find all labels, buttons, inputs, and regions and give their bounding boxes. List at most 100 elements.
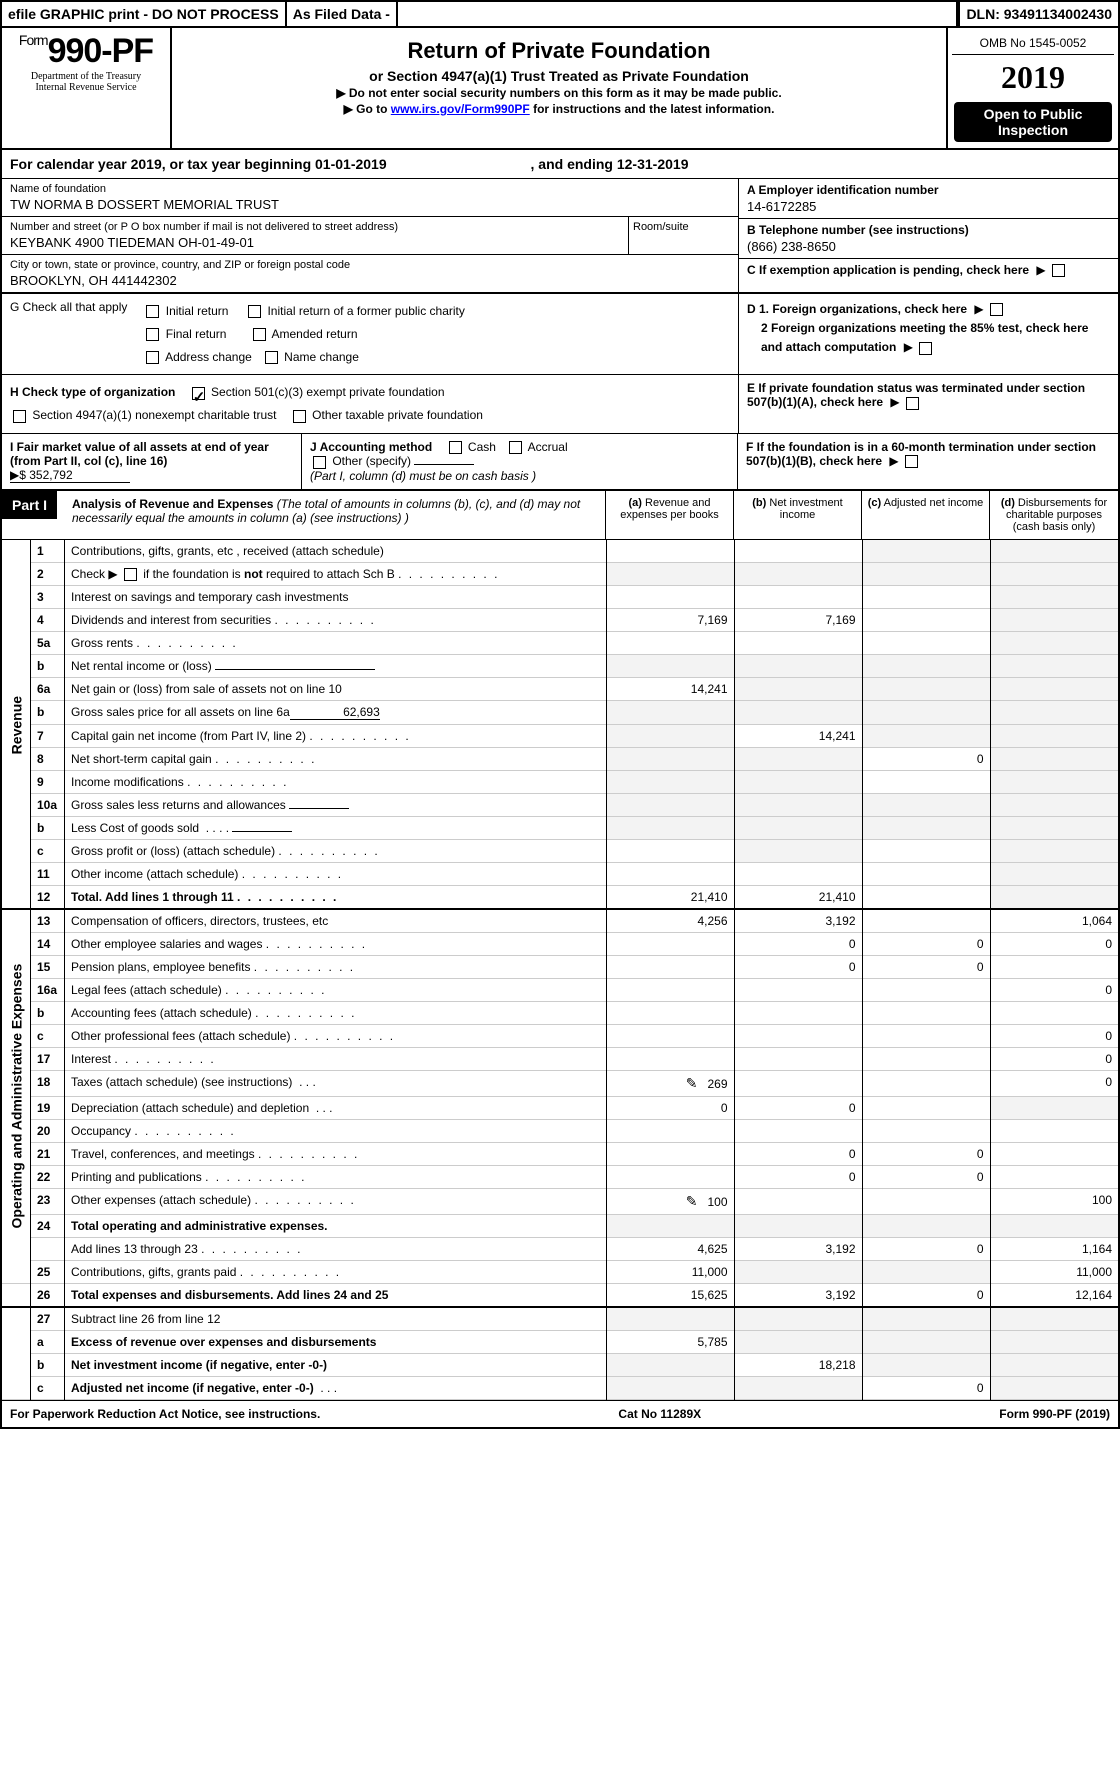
line-3: 3Interest on savings and temporary cash …: [2, 586, 1118, 609]
phone-value: (866) 238-8650: [747, 239, 1110, 254]
part1-header: Part I Analysis of Revenue and Expenses …: [2, 491, 1118, 540]
arrow-icon: ▶: [1036, 263, 1045, 277]
form-container: efile GRAPHIC print - DO NOT PROCESS As …: [0, 0, 1120, 1429]
instr-1: ▶ Do not enter social security numbers o…: [178, 86, 940, 100]
f-checkbox[interactable]: [905, 455, 918, 468]
revenue-vertical: Revenue: [2, 540, 31, 909]
form-subtitle: or Section 4947(a)(1) Trust Treated as P…: [178, 68, 940, 84]
phone-label: B Telephone number (see instructions): [747, 223, 1110, 237]
line-16b: bAccounting fees (attach schedule): [2, 1002, 1118, 1025]
line-24b: Add lines 13 through 23 4,6253,19201,164: [2, 1238, 1118, 1261]
header-center: Return of Private Foundation or Section …: [172, 28, 948, 148]
amended-return-checkbox[interactable]: [253, 328, 266, 341]
line-11: 11Other income (attach schedule): [2, 863, 1118, 886]
asfiled-label: As Filed Data -: [287, 2, 398, 26]
part1-desc: Analysis of Revenue and Expenses (The to…: [62, 491, 606, 539]
form-title: Return of Private Foundation: [178, 38, 940, 64]
identity-left: Name of foundation TW NORMA B DOSSERT ME…: [2, 179, 738, 292]
address-label: Number and street (or P O box number if …: [10, 221, 620, 233]
irs-link[interactable]: www.irs.gov/Form990PF: [391, 102, 530, 116]
foundation-name: TW NORMA B DOSSERT MEMORIAL TRUST: [10, 197, 730, 212]
final-return-checkbox[interactable]: [146, 328, 159, 341]
efile-notice: efile GRAPHIC print - DO NOT PROCESS: [2, 2, 287, 26]
name-change-checkbox[interactable]: [265, 351, 278, 364]
accrual-checkbox[interactable]: [509, 441, 522, 454]
footer-left: For Paperwork Reduction Act Notice, see …: [10, 1407, 320, 1421]
d-section: D 1. Foreign organizations, check here ▶…: [738, 294, 1118, 374]
g-label: G Check all that apply: [2, 294, 135, 374]
h-options: H Check type of organization Section 501…: [2, 375, 738, 433]
line-21: 21Travel, conferences, and meetings 00: [2, 1143, 1118, 1166]
dept-line-2: Internal Revenue Service: [8, 82, 164, 93]
header-right: OMB No 1545-0052 2019 Open to Public Ins…: [948, 28, 1118, 148]
line-27c: cAdjusted net income (if negative, enter…: [2, 1377, 1118, 1400]
ijf-row: I Fair market value of all assets at end…: [2, 434, 1118, 491]
line-20: 20Occupancy: [2, 1120, 1118, 1143]
line-15: 15Pension plans, employee benefits 00: [2, 956, 1118, 979]
form-prefix: Form: [19, 32, 48, 48]
omb-number: OMB No 1545-0052: [952, 32, 1114, 55]
line-5b: bNet rental income or (loss): [2, 655, 1118, 678]
foundation-name-row: Name of foundation TW NORMA B DOSSERT ME…: [2, 179, 738, 217]
top-bar: efile GRAPHIC print - DO NOT PROCESS As …: [2, 2, 1118, 28]
g-options: Initial return Initial return of a forme…: [135, 294, 738, 374]
other-method-checkbox[interactable]: [313, 456, 326, 469]
d2-checkbox[interactable]: [919, 342, 932, 355]
line-27b: bNet investment income (if negative, ent…: [2, 1354, 1118, 1377]
d1-checkbox[interactable]: [990, 303, 1003, 316]
col-d-head: (d) Disbursements for charitable purpose…: [990, 491, 1118, 539]
other-specify-input[interactable]: [414, 464, 474, 465]
line-10a: 10aGross sales less returns and allowanc…: [2, 794, 1118, 817]
fmv-value: ▶$ 352,792: [10, 468, 130, 483]
footer-right: Form 990-PF (2019): [999, 1407, 1110, 1421]
pencil-icon[interactable]: ✎: [686, 1193, 698, 1209]
line-5a: 5aGross rents: [2, 632, 1118, 655]
schb-checkbox[interactable]: [124, 568, 137, 581]
line-10b: bLess Cost of goods sold . . . .: [2, 817, 1118, 840]
address-row: Number and street (or P O box number if …: [2, 217, 738, 255]
exemption-checkbox[interactable]: [1052, 264, 1065, 277]
tax-year: 2019: [952, 55, 1114, 100]
i-cell: I Fair market value of all assets at end…: [2, 434, 302, 489]
line-14: 14Other employee salaries and wages 000: [2, 933, 1118, 956]
line-6b: bGross sales price for all assets on lin…: [2, 701, 1118, 725]
identity-right: A Employer identification number 14-6172…: [738, 179, 1118, 292]
part1-badge: Part I: [2, 491, 57, 519]
line-10c: cGross profit or (loss) (attach schedule…: [2, 840, 1118, 863]
line-27: 27Subtract line 26 from line 12: [2, 1307, 1118, 1331]
page-footer: For Paperwork Reduction Act Notice, see …: [2, 1400, 1118, 1427]
phone-row: B Telephone number (see instructions) (8…: [739, 219, 1118, 259]
room-label: Room/suite: [628, 217, 738, 254]
initial-former-checkbox[interactable]: [248, 305, 261, 318]
line-16a: 16aLegal fees (attach schedule) 0: [2, 979, 1118, 1002]
exemption-row: C If exemption application is pending, c…: [739, 259, 1118, 281]
col-a-head: (a) Revenue and expenses per books: [606, 491, 734, 539]
dln-value: 93491134002430: [1004, 6, 1112, 22]
sec501-checkbox[interactable]: [192, 387, 205, 400]
line-24: 24Total operating and administrative exp…: [2, 1215, 1118, 1238]
line-16c: cOther professional fees (attach schedul…: [2, 1025, 1118, 1048]
line-27a: aExcess of revenue over expenses and dis…: [2, 1331, 1118, 1354]
footer-mid: Cat No 11289X: [618, 1407, 701, 1421]
line-19: 19Depreciation (attach schedule) and dep…: [2, 1097, 1118, 1120]
line-26: 26Total expenses and disbursements. Add …: [2, 1284, 1118, 1308]
e-section: E If private foundation status was termi…: [738, 375, 1118, 433]
spacer: [398, 2, 958, 26]
address-change-checkbox[interactable]: [146, 351, 159, 364]
line-17: 17Interest 0: [2, 1048, 1118, 1071]
initial-return-checkbox[interactable]: [146, 305, 159, 318]
ein-row: A Employer identification number 14-6172…: [739, 179, 1118, 219]
h-label: H Check type of organization: [10, 385, 175, 399]
sec4947-checkbox[interactable]: [13, 410, 26, 423]
check-g-row: G Check all that apply Initial return In…: [2, 294, 1118, 375]
ein-value: 14-6172285: [747, 199, 1110, 214]
cash-checkbox[interactable]: [449, 441, 462, 454]
other-taxable-checkbox[interactable]: [293, 410, 306, 423]
address-value: KEYBANK 4900 TIEDEMAN OH-01-49-01: [10, 235, 620, 250]
col-b-head: (b) Net investment income: [734, 491, 862, 539]
pencil-icon[interactable]: ✎: [686, 1075, 698, 1091]
e-checkbox[interactable]: [906, 397, 919, 410]
line-23: 23Other expenses (attach schedule) ✎ 100…: [2, 1189, 1118, 1215]
expenses-vertical: Operating and Administrative Expenses: [2, 909, 31, 1284]
line-13: Operating and Administrative Expenses 13…: [2, 909, 1118, 933]
